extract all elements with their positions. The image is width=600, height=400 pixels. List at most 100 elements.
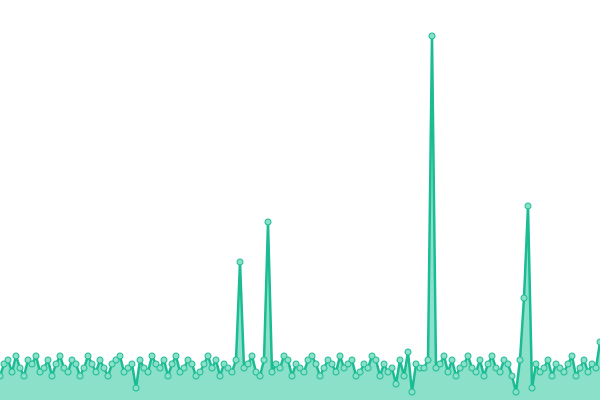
point [448,356,456,364]
point [372,356,380,364]
point [108,360,116,368]
point [92,368,100,376]
point [104,372,112,380]
point [500,356,508,364]
point [284,356,292,364]
area [0,36,600,400]
point [260,356,268,364]
point [136,356,144,364]
point [484,360,492,368]
point [216,372,224,380]
point [60,364,68,372]
point [212,356,220,364]
point [520,294,528,302]
point [388,364,396,372]
point [64,368,72,376]
point [420,364,428,372]
point [432,364,440,372]
point [340,364,348,372]
point [596,338,600,346]
point [444,368,452,376]
point [464,352,472,360]
point [188,360,196,368]
point [24,356,32,364]
point [436,360,444,368]
point [160,356,168,364]
point [440,352,448,360]
point [28,360,36,368]
point [428,32,436,40]
point [116,352,124,360]
point [452,372,460,380]
point [0,372,4,380]
point [380,360,388,368]
point [208,364,216,372]
point [368,352,376,360]
point [176,368,184,376]
point [180,364,188,372]
point [364,364,372,372]
point [232,356,240,364]
point [472,368,480,376]
point [96,356,104,364]
point [512,388,520,396]
point [456,364,464,372]
point [356,368,364,376]
point [404,348,412,356]
point [412,360,420,368]
point [276,364,284,372]
point [140,364,148,372]
point [236,258,244,266]
point [560,368,568,376]
point [292,360,300,368]
point [228,368,236,376]
point [528,384,536,392]
point [80,364,88,372]
point [4,356,12,364]
point [332,368,340,376]
point [516,356,524,364]
point [384,368,392,376]
point [460,360,468,368]
point [576,364,584,372]
point [392,380,400,388]
point [16,364,24,372]
point [220,360,228,368]
point [72,360,80,368]
point [564,360,572,368]
point [348,356,356,364]
point [68,356,76,364]
point [48,372,56,380]
point [552,360,560,368]
point [244,360,252,368]
point [544,356,552,364]
point [468,364,476,372]
point [248,352,256,360]
point [144,368,152,376]
point [296,364,304,372]
point [504,360,512,368]
point [568,352,576,360]
point [584,368,592,376]
point [588,360,596,368]
point [164,372,172,380]
point [548,372,556,380]
point [324,356,332,364]
point [128,360,136,368]
point [196,368,204,376]
point [288,372,296,380]
point [168,360,176,368]
point [480,372,488,380]
point [56,352,64,360]
point [20,372,28,380]
point [304,356,312,364]
point [508,372,516,380]
point [344,360,352,368]
point [40,364,48,372]
point [0,360,8,368]
point [308,352,316,360]
point [488,352,496,360]
point [156,364,164,372]
point [580,356,588,364]
